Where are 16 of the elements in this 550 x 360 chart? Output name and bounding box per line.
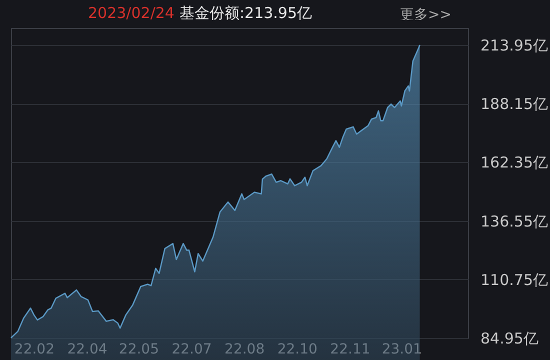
x-tick-label: 22.02 [14,342,55,358]
x-tick-label: 22.11 [330,342,370,358]
chart-title: 2023/02/24 [88,4,174,22]
y-tick-label: 162.35亿 [480,154,548,172]
x-tick-label: 22.04 [67,342,108,358]
chart-subtitle: 基金份额:213.95亿 [179,4,312,22]
x-tick-label: 22.05 [118,342,159,358]
x-tick-label: 22.08 [224,342,265,358]
x-tick-label: 22.10 [277,342,318,358]
y-tick-label: 110.75亿 [480,270,548,289]
y-tick-label: 213.95亿 [480,36,548,54]
x-tick-label: 23.01 [382,342,422,358]
y-tick-label: 136.55亿 [480,212,548,230]
y-tick-label: 84.95亿 [480,330,538,348]
y-tick-label: 188.15亿 [480,95,548,114]
x-tick-label: 22.07 [172,342,212,358]
